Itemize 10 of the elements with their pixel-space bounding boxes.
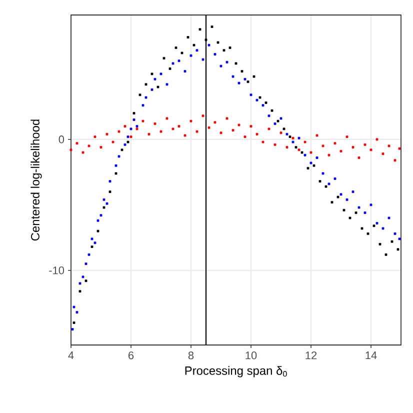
- x-axis-title: Processing span δ$_{0}$: [185, 366, 287, 378]
- x-tick-label: 8: [188, 352, 194, 360]
- y-tick-label: 0: [58, 136, 64, 144]
- x-tick-label: 14: [366, 352, 377, 360]
- x-tick-label: 6: [128, 352, 134, 360]
- x-tick-label: 12: [306, 352, 317, 360]
- y-axis-title: Centered log-likelihood: [30, 120, 42, 241]
- x-tick-label: 4: [68, 352, 74, 360]
- y-tick-label: -10: [49, 266, 64, 274]
- x-tick-label: 10: [246, 352, 257, 360]
